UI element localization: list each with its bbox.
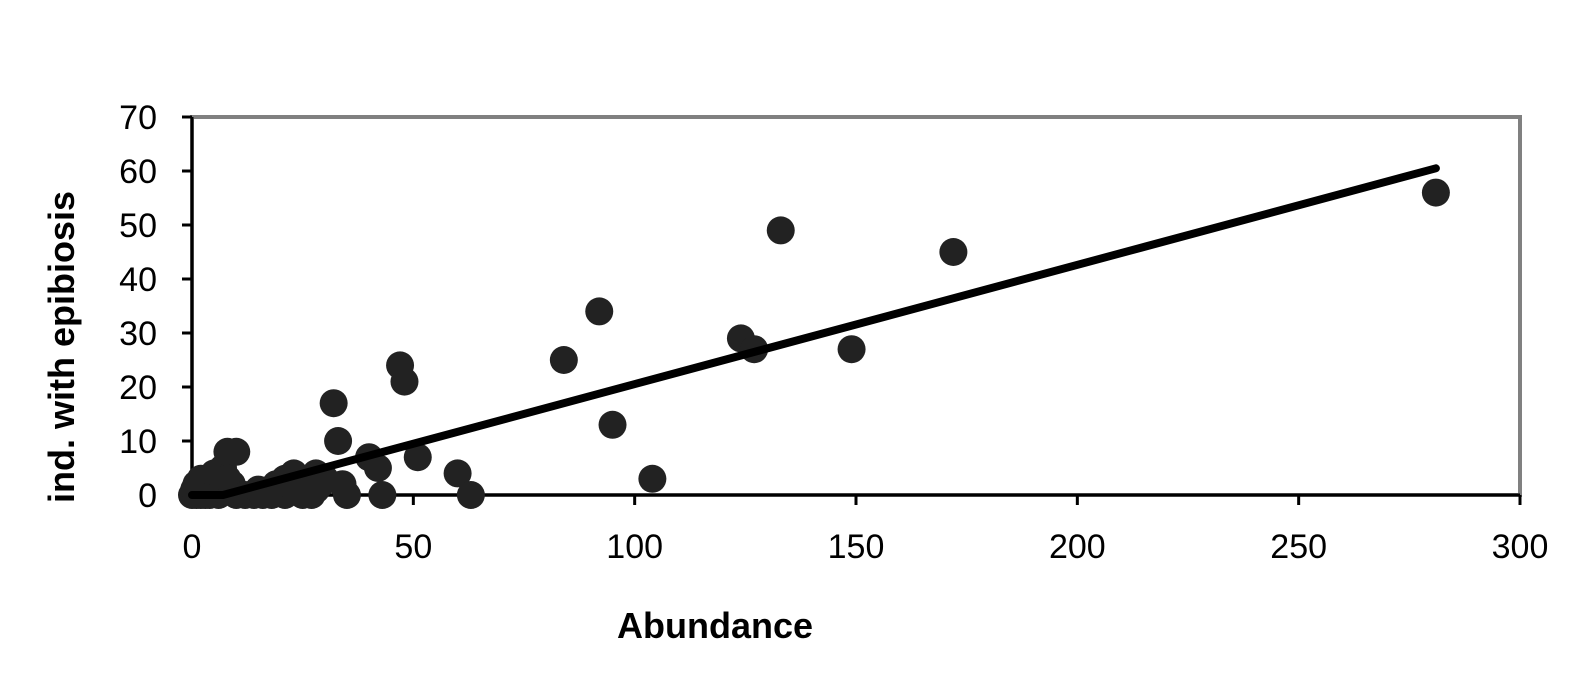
data-point: [368, 481, 397, 509]
y-tick-label: 20: [119, 369, 157, 407]
x-tick-labels: 0 50 100 150 200 250 300: [183, 528, 1549, 566]
data-point: [403, 443, 432, 472]
y-tick-label: 40: [119, 261, 157, 299]
data-point: [585, 297, 614, 326]
data-points: [178, 178, 1450, 509]
x-tick-label: 50: [394, 528, 432, 566]
y-tick-label: 60: [119, 153, 157, 191]
plot-frame: [190, 115, 1522, 497]
y-tick-label: 0: [138, 477, 157, 515]
x-tick-label: 250: [1270, 528, 1327, 566]
data-point: [363, 454, 392, 482]
y-axis-title: ind. with epibiosis: [41, 191, 82, 503]
data-point: [1421, 178, 1450, 207]
data-point: [319, 389, 348, 418]
data-point: [549, 346, 578, 374]
data-point: [332, 481, 361, 509]
data-point: [443, 459, 472, 488]
data-point: [598, 410, 627, 439]
data-point: [390, 367, 419, 396]
data-point: [324, 427, 353, 455]
data-point: [456, 481, 485, 509]
x-tick-label: 0: [183, 528, 202, 566]
data-point: [837, 335, 866, 364]
x-axis-title: Abundance: [617, 605, 813, 646]
data-point: [766, 216, 795, 245]
x-tick-label: 300: [1492, 528, 1549, 566]
x-tick-label: 200: [1049, 528, 1106, 566]
trendline-group: [188, 164, 1440, 499]
y-tick-label: 50: [119, 207, 157, 245]
y-tick-label: 30: [119, 315, 157, 353]
data-point: [939, 238, 968, 266]
y-tick-labels: 0 10 20 30 40 50 60 70: [119, 99, 157, 515]
x-tick-label: 100: [606, 528, 663, 566]
data-point: [638, 464, 667, 493]
x-tick-label: 150: [828, 528, 885, 566]
data-point: [222, 437, 251, 466]
y-axis: [182, 115, 194, 497]
y-tick-label: 10: [119, 423, 157, 461]
y-tick-label: 70: [119, 99, 157, 137]
trendline: [188, 164, 1440, 499]
